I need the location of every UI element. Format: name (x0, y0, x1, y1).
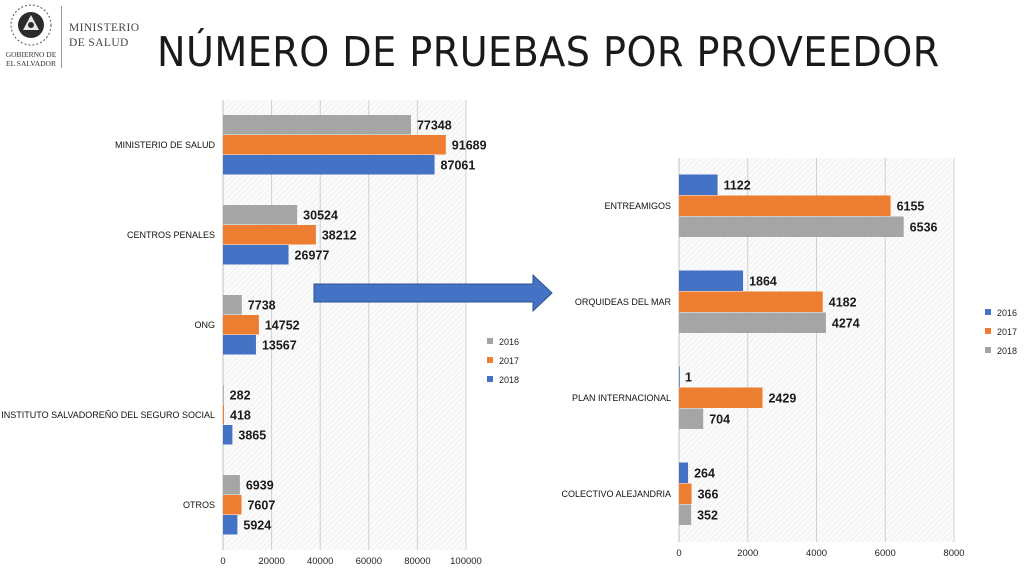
right-data-label-2016: 1 (685, 371, 692, 385)
left-bar-2018 (223, 155, 435, 175)
left-legend-swatch-2017 (487, 357, 493, 363)
org-name-line-2: DE SALUD (69, 37, 129, 49)
left-data-label-2018: 26977 (295, 249, 330, 263)
left-data-label-2018: 3865 (238, 429, 266, 443)
left-bar-2017 (223, 225, 316, 245)
right-legend-swatch-2018 (985, 347, 991, 353)
left-plot-area (223, 100, 466, 550)
left-data-label-2017: 7607 (247, 499, 275, 513)
left-tick-label: 40000 (307, 556, 333, 567)
left-data-label-2016: 30524 (303, 209, 338, 223)
left-tick-label: 0 (220, 556, 225, 567)
right-data-label-2018: 704 (709, 413, 730, 427)
left-bar-2017 (223, 315, 259, 335)
left-data-label-2018: 13567 (262, 339, 297, 353)
left-tick-label: 20000 (258, 556, 284, 567)
right-data-label-2016: 264 (694, 467, 715, 481)
right-bar-2017 (679, 387, 763, 408)
gov-line-1: GOBIERNO DE (5, 50, 57, 59)
right-data-label-2018: 4274 (832, 317, 860, 331)
right-data-label-2017: 2429 (768, 392, 796, 406)
right-arrow-icon (313, 273, 553, 313)
left-bar-2017 (223, 405, 225, 425)
left-bar-2018 (223, 335, 256, 355)
left-bar-2016 (223, 115, 411, 135)
coat-of-arms-icon (10, 4, 52, 46)
left-data-label-2016: 282 (230, 389, 251, 403)
left-bar-2017 (223, 495, 242, 515)
right-category-label: PLAN INTERNACIONAL (572, 393, 671, 403)
right-tick-label: 2000 (737, 548, 758, 559)
left-bar-2017 (223, 135, 446, 155)
left-bar-2016 (223, 385, 224, 405)
right-bar-2016 (679, 270, 744, 291)
right-data-label-2016: 1122 (724, 179, 751, 193)
right-tick-label: 6000 (875, 548, 896, 559)
right-bar-2016 (679, 366, 680, 387)
left-legend-label: 2018 (499, 375, 519, 385)
right-legend-label: 2017 (997, 327, 1017, 337)
page-title: NÚMERO DE PRUEBAS POR PROVEEDOR (157, 28, 940, 76)
right-bar-2017 (679, 291, 823, 312)
left-category-label: ONG (194, 320, 215, 330)
left-bar-2018 (223, 245, 289, 265)
right-legend-label: 2018 (997, 346, 1017, 356)
right-tick-label: 8000 (943, 548, 964, 559)
left-legend-label: 2017 (499, 356, 519, 366)
left-tick-label: 80000 (404, 556, 430, 567)
left-data-label-2017: 38212 (322, 229, 357, 243)
right-tick-label: 0 (676, 548, 681, 559)
right-category-label: ENTREAMIGOS (604, 201, 671, 211)
right-bar-2016 (679, 174, 718, 195)
left-category-label: CENTROS PENALES (127, 230, 215, 240)
left-bar-2016 (223, 205, 298, 225)
right-bar-2018 (679, 216, 904, 237)
right-data-label-2017: 4182 (829, 296, 857, 310)
left-bar-2018 (223, 515, 238, 535)
gov-line-2: EL SALVADOR (6, 59, 56, 68)
left-data-label-2017: 14752 (265, 319, 300, 333)
left-data-label-2017: 418 (230, 409, 251, 423)
right-bar-2018 (679, 408, 704, 429)
left-data-label-2018: 87061 (441, 159, 476, 173)
right-legend-swatch-2016 (985, 309, 991, 315)
ministry-logo: GOBIERNO DE EL SALVADOR MINISTERIO DE SA… (0, 0, 150, 72)
left-data-label-2016: 6939 (246, 479, 274, 493)
left-data-label-2018: 5924 (243, 519, 271, 533)
left-bar-2016 (223, 295, 242, 315)
right-bar-2018 (679, 504, 692, 525)
right-legend-swatch-2017 (985, 328, 991, 334)
left-data-label-2016: 77348 (417, 119, 452, 133)
right-data-label-2018: 352 (697, 509, 718, 523)
right-category-label: COLECTIVO ALEJANDRIA (561, 489, 671, 499)
right-bar-2016 (679, 462, 689, 483)
left-data-label-2016: 7738 (248, 299, 276, 313)
right-bar-2018 (679, 312, 826, 333)
left-legend-swatch-2016 (487, 338, 493, 344)
right-category-label: ORQUIDEAS DEL MAR (575, 297, 672, 307)
left-tick-label: 60000 (356, 556, 382, 567)
right-legend-label: 2016 (997, 308, 1017, 318)
left-category-label: INSTITUTO SALVADOREÑO DEL SEGURO SOCIAL (1, 410, 215, 420)
left-bar-2018 (223, 425, 233, 445)
org-name-line-1: MINISTERIO (69, 22, 140, 34)
left-legend-swatch-2018 (487, 376, 493, 382)
right-bar-2017 (679, 195, 891, 216)
left-category-label: MINISTERIO DE SALUD (115, 140, 216, 150)
logo-divider (61, 6, 62, 68)
left-legend-label: 2016 (499, 337, 519, 347)
left-category-label: OTROS (183, 500, 215, 510)
right-data-label-2018: 6536 (910, 221, 938, 235)
right-tick-label: 4000 (806, 548, 827, 559)
left-tick-label: 100000 (450, 556, 482, 567)
right-data-label-2017: 6155 (897, 200, 925, 214)
left-bar-2016 (223, 475, 240, 495)
right-bar-2017 (679, 483, 692, 504)
right-data-label-2017: 366 (698, 488, 719, 502)
left-data-label-2017: 91689 (452, 139, 487, 153)
right-data-label-2016: 1864 (749, 275, 777, 289)
